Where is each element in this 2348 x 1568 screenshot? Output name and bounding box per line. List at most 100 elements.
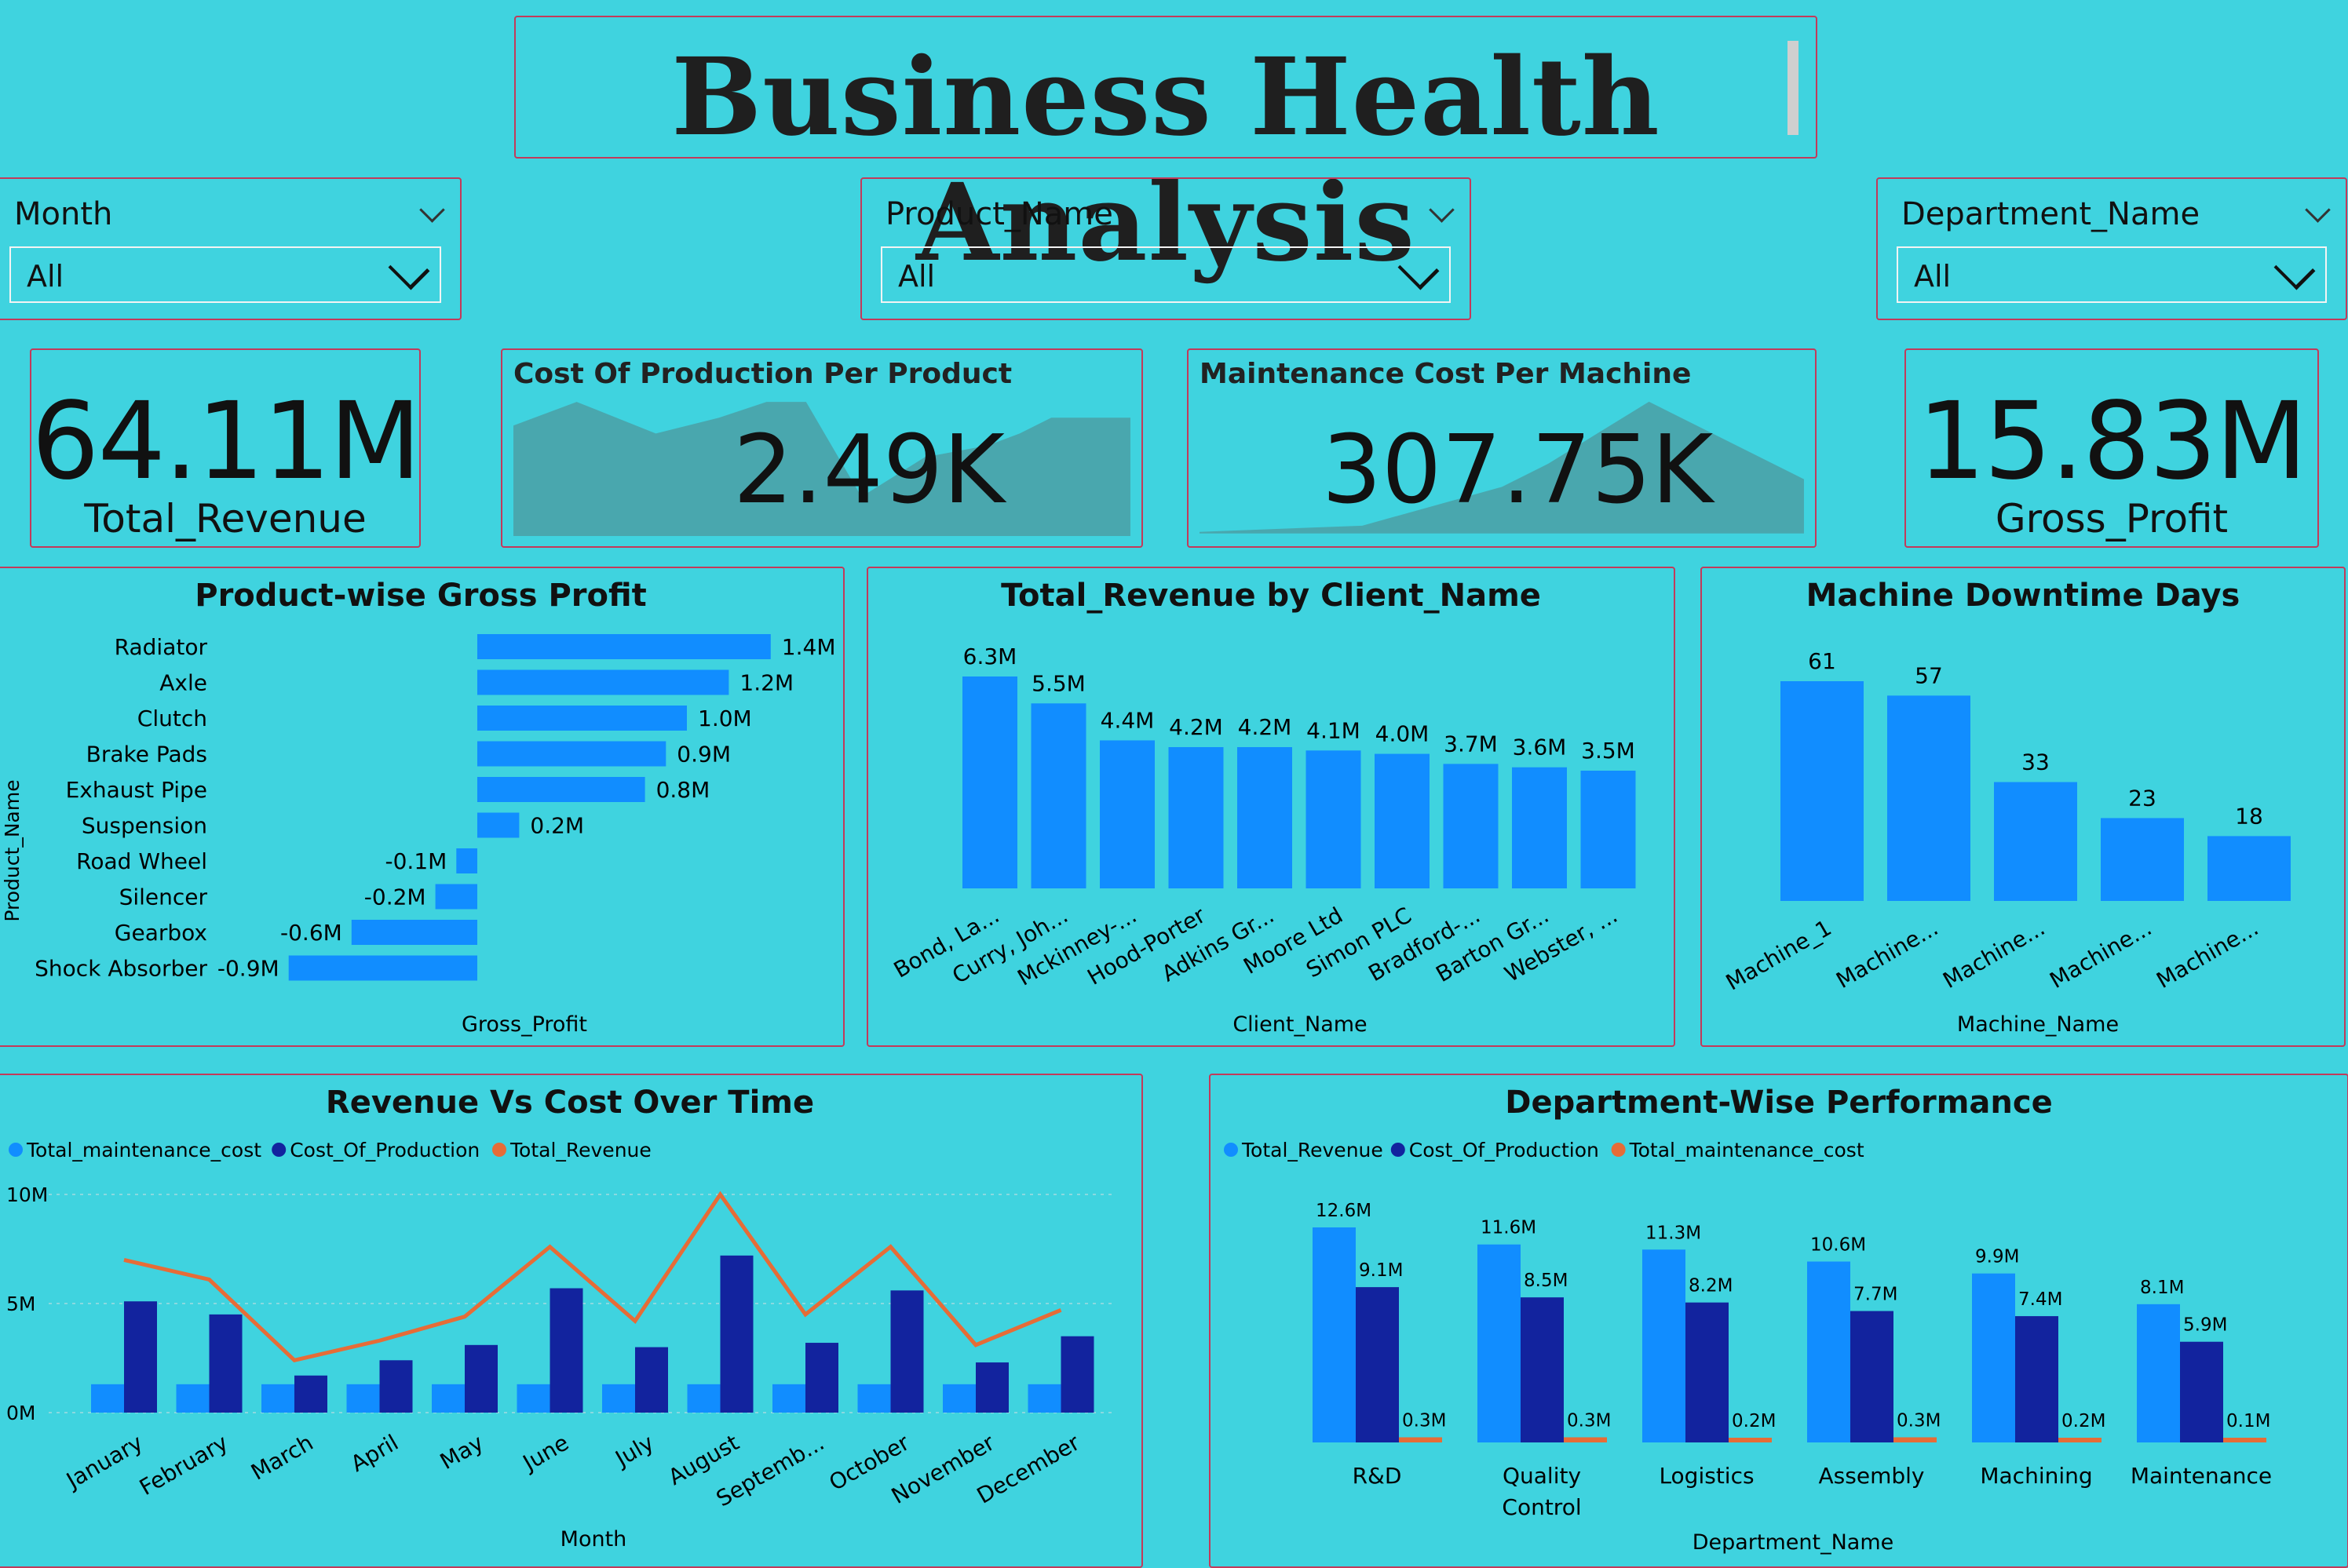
data-label: 12.6M: [1316, 1201, 1371, 1221]
bar: [635, 1347, 668, 1413]
bar: [1443, 764, 1499, 888]
chevron-down-icon[interactable]: [388, 248, 430, 290]
bar: [1807, 1261, 1850, 1442]
month-slicer-label: Month: [14, 196, 113, 232]
bar: [351, 920, 477, 945]
bar: [1521, 1297, 1564, 1442]
data-label: 3.7M: [1444, 731, 1498, 757]
bar: [1375, 753, 1430, 888]
month-selected-value: All: [27, 259, 64, 294]
department-slicer-label: Department_Name: [1901, 196, 2200, 232]
legend-label: Total_Revenue: [509, 1139, 652, 1161]
data-label: 4.4M: [1101, 707, 1155, 733]
maintenance-per-machine-value: 307.75K: [1321, 416, 1714, 525]
category-label: Silencer: [119, 884, 208, 910]
x-axis-label: Month: [561, 1527, 627, 1552]
data-label: -0.6M: [280, 920, 342, 946]
bar: [805, 1343, 838, 1413]
data-label: 61: [1808, 648, 1836, 674]
category-label: May: [436, 1429, 488, 1475]
legend-marker: [492, 1143, 506, 1157]
data-label: 0.3M: [1567, 1410, 1611, 1431]
chart-title: Department-Wise Performance: [1505, 1085, 2053, 1121]
chevron-down-icon[interactable]: [2305, 197, 2331, 223]
bar: [2223, 1438, 2266, 1442]
chevron-down-icon[interactable]: [1429, 197, 1455, 223]
category-label: Logistics: [1659, 1463, 1754, 1489]
bar: [432, 1384, 465, 1413]
legend-marker: [1611, 1143, 1626, 1157]
category-label: Maintenance: [2131, 1463, 2272, 1489]
category-label: Quality: [1503, 1463, 1581, 1489]
data-label: 0.2M: [530, 813, 584, 839]
bar: [1972, 1273, 2015, 1442]
data-label: 4.2M: [1169, 714, 1223, 740]
bar: [477, 669, 729, 695]
chevron-down-icon[interactable]: [1397, 248, 1440, 290]
data-label: 5.9M: [2183, 1315, 2227, 1336]
bar: [962, 676, 1017, 888]
product-dropdown[interactable]: All: [881, 246, 1451, 303]
total-revenue-value: 64.11M: [31, 380, 422, 504]
category-label: Axle: [159, 670, 207, 696]
cost-per-product-title: Cost Of Production Per Product: [513, 358, 1013, 390]
category-label: April: [346, 1429, 403, 1477]
data-label: 9.1M: [1359, 1260, 1403, 1281]
legend-marker: [1390, 1143, 1405, 1157]
category-label: Suspension: [82, 813, 207, 839]
legend-label: Cost_Of_Production: [1409, 1139, 1599, 1161]
data-label: 4.2M: [1238, 714, 1292, 740]
bar: [1356, 1287, 1399, 1442]
bar: [890, 1290, 924, 1413]
data-label: -0.2M: [364, 884, 426, 910]
bar: [1729, 1438, 1772, 1442]
bar: [772, 1384, 805, 1413]
text-cursor: [1787, 41, 1798, 135]
bar: [1850, 1311, 1893, 1442]
product-slicer-label: Product_Name: [886, 196, 1113, 232]
category-label: Radiator: [115, 634, 208, 660]
revenue-vs-cost-chart: Total_maintenance_cost Cost_Of_Production…: [6, 1139, 1113, 1552]
product-gross-profit-panel: Product-wise Gross Profit Radiator 1.4M Ax…: [0, 567, 845, 1047]
bar: [1477, 1244, 1521, 1442]
category-label: Machine...: [1831, 914, 1942, 994]
chevron-down-icon[interactable]: [419, 197, 445, 223]
y-tick-label: 5M: [6, 1293, 35, 1315]
bar: [1580, 771, 1636, 888]
product-selected-value: All: [898, 259, 936, 294]
x-axis-label: Department_Name: [1693, 1530, 1894, 1555]
department-performance-chart: Total_Revenue Cost_Of_Production Total_mai…: [1224, 1139, 2272, 1555]
data-label: 11.6M: [1481, 1218, 1536, 1238]
client-revenue-panel: Total_Revenue by Client_Name 6.3M Bond, L…: [867, 567, 1675, 1047]
department-performance-panel: Department-Wise Performance Total_Revenu…: [1209, 1074, 2348, 1568]
category-label: Brake Pads: [86, 742, 207, 768]
category-label: January: [60, 1429, 147, 1494]
department-dropdown[interactable]: All: [1897, 246, 2327, 303]
chevron-down-icon[interactable]: [2273, 248, 2316, 290]
category-label: Control: [1502, 1494, 1581, 1520]
bar: [2207, 836, 2291, 901]
data-label: 0.9M: [677, 742, 731, 768]
category-label: Machine...: [2152, 914, 2262, 994]
category-label: March: [246, 1429, 317, 1485]
data-label: 5.5M: [1032, 670, 1086, 696]
bar: [2101, 818, 2184, 901]
bar: [1100, 740, 1155, 888]
bar: [477, 706, 687, 731]
bar: [288, 955, 477, 981]
cost-sparkline: [513, 402, 1130, 537]
data-label: -0.1M: [385, 848, 447, 874]
bar: [1780, 681, 1864, 901]
month-dropdown[interactable]: All: [9, 246, 441, 303]
bar: [435, 884, 477, 910]
cost-per-product-card: Cost Of Production Per Product 2.49K: [501, 348, 1143, 548]
x-axis-label: Client_Name: [1232, 1012, 1367, 1037]
page-title: Business Health Analysis: [671, 35, 1660, 286]
bar: [1887, 695, 1970, 901]
data-label: 1.2M: [739, 670, 794, 696]
category-label: June: [517, 1429, 573, 1476]
category-label: Assembly: [1819, 1463, 1925, 1489]
data-label: 0.1M: [2226, 1411, 2270, 1431]
data-label: 1.4M: [782, 634, 836, 660]
bar: [1564, 1437, 1607, 1442]
